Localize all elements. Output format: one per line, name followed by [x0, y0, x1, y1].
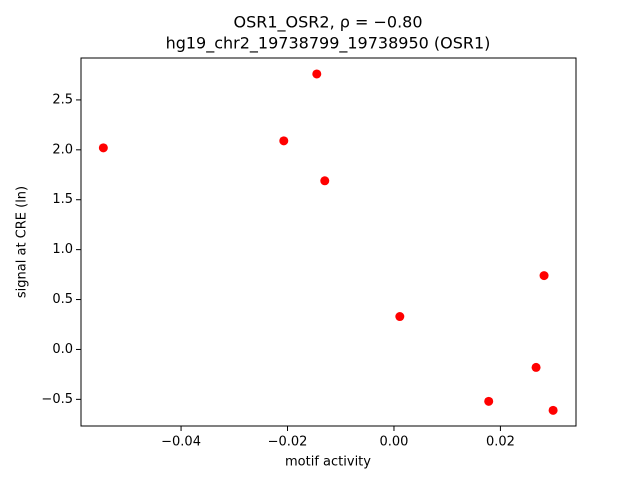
y-tick-label: 0.0 [52, 342, 73, 357]
y-tick-label: 0.5 [52, 292, 73, 307]
y-tick-label: 2.5 [52, 92, 73, 107]
point [539, 271, 549, 281]
x-tick-label: 0.00 [379, 435, 408, 450]
y-tick-label: 1.0 [52, 242, 73, 257]
y-tick-label: 2.0 [52, 142, 73, 157]
point [395, 312, 405, 322]
point [312, 69, 322, 79]
y-axis-label: signal at CRE (ln) [15, 186, 30, 298]
plot-frame [80, 57, 577, 427]
point [548, 405, 558, 415]
y-tick-label: 1.5 [52, 192, 73, 207]
point [279, 136, 289, 146]
point [98, 143, 108, 153]
chart-title: OSR1_OSR2, ρ = −0.80 [233, 13, 422, 33]
point [484, 396, 494, 406]
x-axis-label: motif activity [285, 455, 371, 470]
point [320, 176, 330, 186]
chart-subtitle: hg19_chr2_19738799_19738950 (OSR1) [166, 34, 491, 54]
y-tick-label: −0.5 [41, 392, 73, 407]
point [531, 362, 541, 372]
x-tick-label: 0.02 [486, 435, 515, 450]
x-tick-label: −0.04 [161, 435, 201, 450]
x-tick-label: −0.02 [268, 435, 308, 450]
